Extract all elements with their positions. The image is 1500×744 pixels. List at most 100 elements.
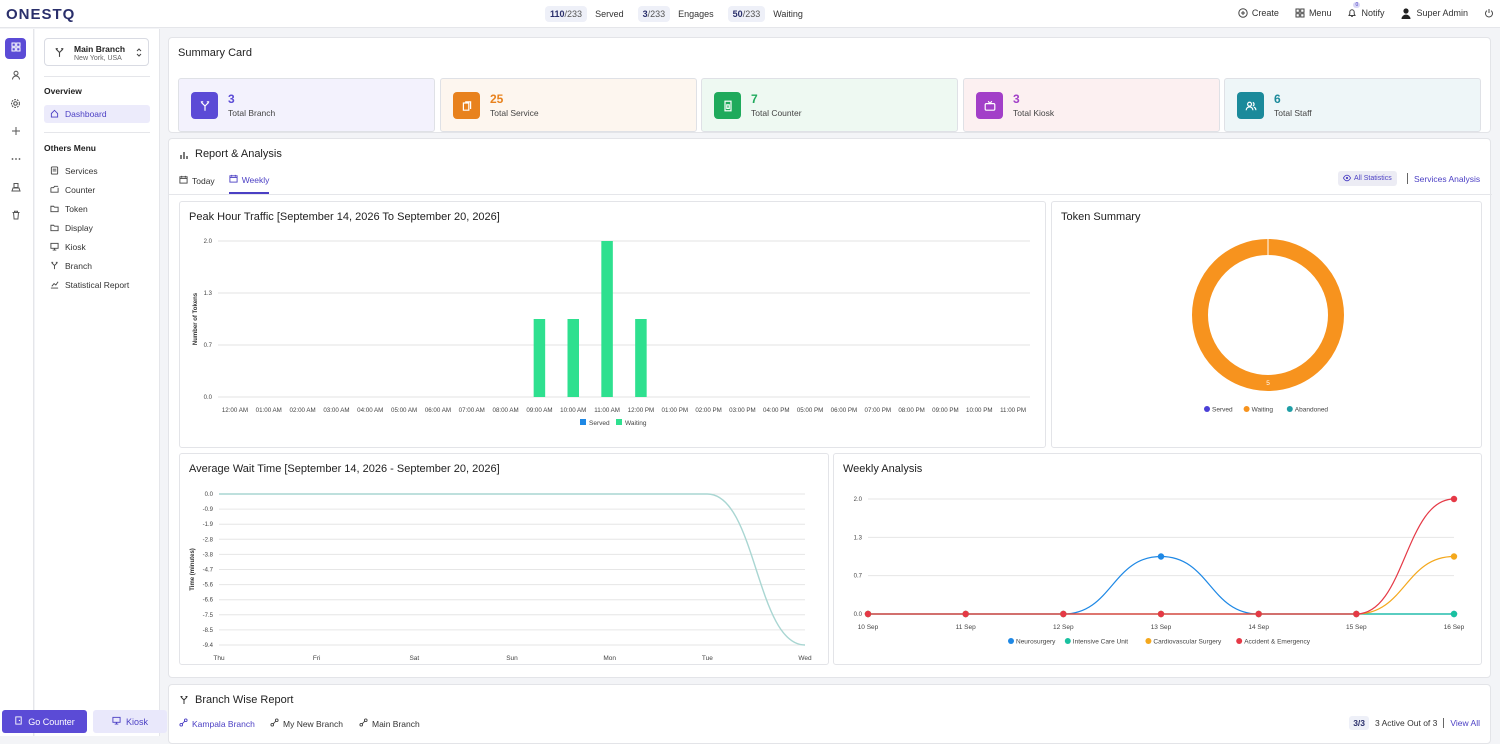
summary-card-kiosk[interactable]: 3 Total Kiosk (963, 78, 1220, 132)
x-tick-label: 08:00 PM (898, 407, 924, 414)
branch-tab-my-new-branch[interactable]: My New Branch (270, 718, 343, 729)
icon-rail (0, 29, 34, 736)
x-tick-label: Sun (506, 655, 518, 662)
notify-button[interactable]: 0 Notify (1347, 2, 1385, 18)
peak-hour-svg: 2.0 1.3 0.7 0.0 Number of Tokens 12:00 AM 01:0… (193, 239, 1030, 427)
data-point (864, 610, 872, 618)
y-axis-label: Time (minutes) (190, 548, 196, 591)
others-heading: Others Menu (44, 143, 96, 153)
summary-card-branch[interactable]: 3 Total Branch (178, 78, 435, 132)
data-point (1450, 495, 1458, 503)
active-branch-summary: 3/3 3 Active Out of 3 View All (1349, 716, 1480, 730)
summary-card-service[interactable]: 25 Total Service (440, 78, 697, 132)
y-tick-label: 2.0 (854, 497, 863, 503)
rail-settings-button[interactable] (5, 94, 26, 115)
sidebar-item-label: Dashboard (65, 109, 107, 119)
active-count: 3/3 (1349, 716, 1370, 730)
y-tick-label: 1.3 (854, 535, 863, 541)
bar-chart-icon (179, 150, 189, 162)
rail-kiosk-button[interactable] (5, 178, 26, 199)
tab-weekly[interactable]: Weekly (228, 174, 270, 194)
legend-label: Waiting (1252, 407, 1274, 414)
rail-trash-button[interactable] (5, 206, 26, 227)
served-count: 110/233 Served (545, 6, 624, 22)
branch-selector[interactable]: Main Branch New York, USA (44, 38, 149, 66)
kiosk-button[interactable]: Kiosk (93, 710, 167, 733)
sidebar-item-services[interactable]: Services (44, 162, 150, 180)
calendar-icon (229, 174, 238, 185)
user-menu[interactable]: Super Admin (1400, 7, 1468, 19)
x-tick-label: 02:00 PM (695, 407, 721, 414)
x-tick-label: Sat (409, 655, 419, 662)
dashboard-icon (11, 42, 21, 55)
menu-button[interactable]: Menu (1295, 8, 1331, 18)
rail-add-button[interactable] (5, 122, 26, 143)
view-all-link[interactable]: View All (1450, 718, 1480, 728)
sidebar-item-branch[interactable]: Branch (44, 257, 150, 275)
x-tick-label: 06:00 PM (831, 407, 857, 414)
kiosk-icon (50, 242, 59, 253)
branch-node-icon (179, 718, 188, 729)
sidebar-item-counter[interactable]: Counter (44, 181, 150, 199)
summary-card-staff[interactable]: 6 Total Staff (1224, 78, 1481, 132)
sidebar-item-display[interactable]: Display (44, 219, 150, 237)
y-tick-label: -6.6 (203, 598, 214, 604)
bar (567, 319, 580, 397)
sidebar-item-kiosk[interactable]: Kiosk (44, 238, 150, 256)
engages-value: 3 (642, 9, 648, 19)
served-total: /233 (564, 9, 583, 19)
chart-title: Average Wait Time [September 14, 2026 - … (189, 463, 500, 475)
active-text: 3 Active Out of 3 (1375, 718, 1438, 728)
tab-today[interactable]: Today (179, 174, 215, 194)
data-point (1157, 553, 1165, 560)
legend-swatch (1204, 406, 1210, 412)
x-tick-label: 11:00 PM (1000, 407, 1026, 414)
branch-location: New York, USA (74, 55, 122, 62)
sidebar-item-token[interactable]: Token (44, 200, 150, 218)
pie-slice (1192, 239, 1344, 391)
x-tick-label: Mon (603, 655, 616, 662)
sidebar-item-statistical-report[interactable]: Statistical Report (44, 276, 150, 294)
branch-tab-kampala[interactable]: Kampala Branch (179, 718, 255, 729)
monitor-icon (112, 716, 121, 727)
all-statistics-button[interactable]: All Statistics (1338, 171, 1397, 186)
separator (1407, 173, 1408, 184)
card-value: 3 (1013, 92, 1020, 106)
legend-label: Waiting (625, 420, 647, 427)
legend-label: Served (1212, 407, 1233, 414)
x-tick-label: 03:00 PM (729, 407, 755, 414)
card-value: 3 (228, 92, 235, 106)
branch-icon (54, 47, 65, 60)
services-analysis-link[interactable]: Services Analysis (1414, 174, 1481, 184)
rail-more-button[interactable] (5, 150, 26, 171)
sidebar: Main Branch New York, USA Overview Dashb… (35, 29, 160, 736)
series-line (218, 493, 806, 646)
x-tick-label: 12:00 AM (222, 407, 248, 414)
go-counter-button[interactable]: Go Counter (2, 710, 87, 733)
branch-tab-label: Main Branch (372, 718, 420, 729)
x-tick-label: 15 Sep (1346, 624, 1367, 631)
data-point (962, 610, 969, 618)
legend-swatch (1243, 406, 1250, 412)
gear-icon (10, 98, 21, 112)
notify-label: Notify (1361, 8, 1385, 18)
branch-icon (179, 695, 189, 707)
rail-user-button[interactable] (5, 66, 26, 87)
y-tick-label: -7.5 (203, 613, 214, 619)
services-icon (50, 165, 59, 177)
served-value: 110 (550, 9, 565, 19)
data-point (1450, 610, 1458, 618)
sidebar-item-label: Statistical Report (65, 280, 130, 290)
app-logo[interactable]: ONESTQ (6, 6, 76, 23)
service-icon (453, 92, 480, 119)
y-tick-label: 0.0 (204, 395, 213, 401)
sidebar-item-dashboard[interactable]: Dashboard (44, 105, 150, 123)
create-button[interactable]: Create (1238, 8, 1279, 18)
rail-dashboard-button[interactable] (5, 38, 26, 59)
summary-card-counter[interactable]: 7 Total Counter (701, 78, 958, 132)
grid-icon (1295, 8, 1305, 18)
logout-button[interactable] (1484, 8, 1494, 18)
plus-icon (11, 126, 21, 139)
branch-tab-main-branch[interactable]: Main Branch (359, 718, 420, 729)
y-tick-label: -0.9 (203, 507, 214, 513)
